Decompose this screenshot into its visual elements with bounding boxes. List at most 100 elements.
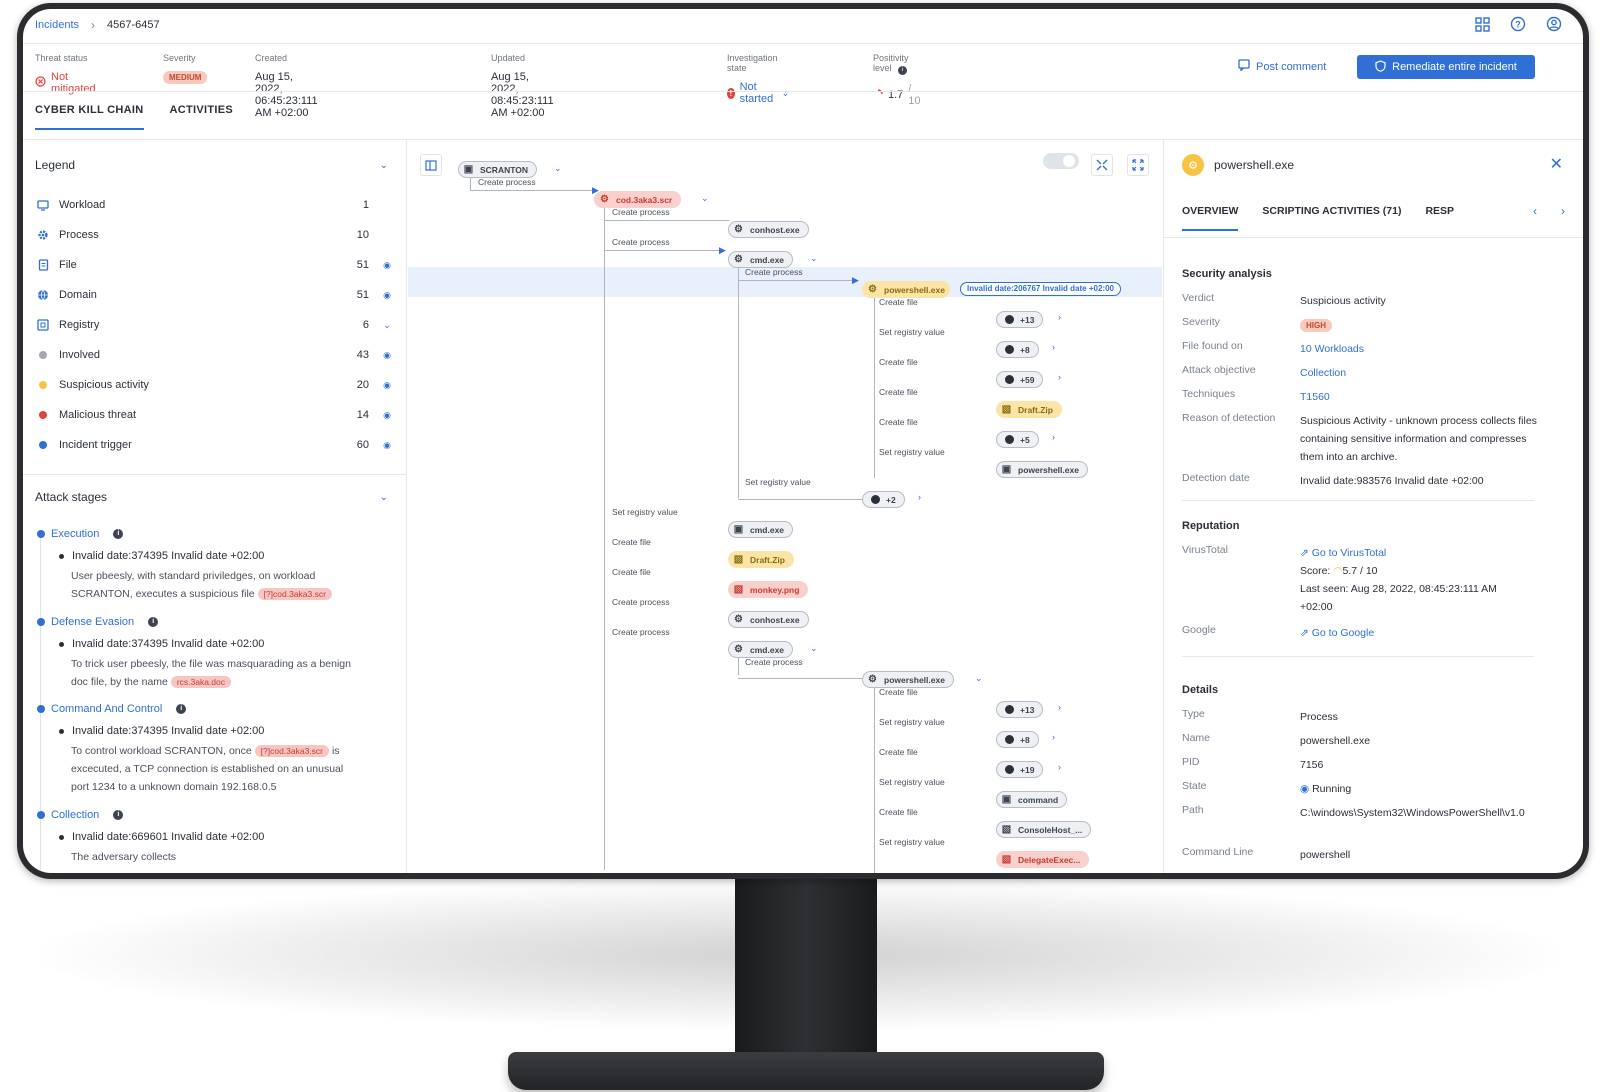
edge-label: Set registry value xyxy=(879,447,945,457)
eye-icon[interactable]: ◉ xyxy=(383,289,391,300)
tabs-divider xyxy=(23,139,1583,140)
stage-defense-evasion[interactable]: Defense Evasion i xyxy=(37,616,159,628)
chevron-right-icon[interactable]: › xyxy=(1561,204,1565,218)
eye-icon[interactable]: ◉ xyxy=(383,409,391,420)
collapse-icon[interactable] xyxy=(1091,154,1113,176)
monitor-icon xyxy=(35,199,51,211)
stage-command-and-control[interactable]: Command And Control i xyxy=(37,703,187,715)
node-group-13[interactable]: +13 xyxy=(996,311,1044,328)
threat-status-label: Threat status xyxy=(35,53,88,63)
view-toggle-switch[interactable] xyxy=(1043,153,1079,169)
chevron-down-icon[interactable]: ⌄ xyxy=(810,643,818,653)
file-pill[interactable]: [?]cod.3aka3.scr xyxy=(257,588,332,600)
node-group-13-2[interactable]: +13 xyxy=(996,701,1044,718)
edge-label: Create process xyxy=(745,657,803,667)
fullscreen-icon[interactable] xyxy=(1127,154,1149,176)
workloads-link[interactable]: 10 Workloads xyxy=(1300,343,1365,355)
file-icon: ▧ xyxy=(733,554,744,565)
chevron-right-icon[interactable]: › xyxy=(1052,342,1055,352)
tab-activities[interactable]: ACTIVITIES xyxy=(169,104,234,116)
panel-title: powershell.exe xyxy=(1214,158,1295,172)
node-command[interactable]: ▣ command xyxy=(996,791,1068,808)
node-powershell-exe-registry[interactable]: ▣ powershell.exe xyxy=(996,461,1088,478)
tab-scripting-activities[interactable]: SCRIPTING ACTIVITIES (71) xyxy=(1262,205,1402,217)
tab-cyber-kill-chain[interactable]: CYBER KILL CHAIN xyxy=(35,104,144,130)
eye-icon[interactable]: ◉ xyxy=(383,379,391,390)
apps-grid-icon[interactable] xyxy=(1473,15,1491,33)
technique-link[interactable]: T1560 xyxy=(1300,391,1330,403)
file-pill[interactable]: rcs.3aka.doc xyxy=(170,676,232,688)
positivity-level: Positivity level i 1.7 / 10 xyxy=(873,53,921,107)
node-group-8-2[interactable]: +8 xyxy=(996,731,1039,748)
attack-stages-title: Attack stages xyxy=(35,490,108,504)
node-cmd-exe-2[interactable]: ⚙ cmd.exe xyxy=(728,641,794,658)
node-group-5[interactable]: +5 xyxy=(996,431,1039,448)
eye-icon[interactable]: ◉ xyxy=(383,259,391,270)
chevron-right-icon[interactable]: › xyxy=(1058,702,1061,712)
chevron-down-icon[interactable]: ⌄ xyxy=(554,163,562,173)
breadcrumb-incidents-link[interactable]: Incidents xyxy=(35,19,80,31)
chevron-right-icon[interactable]: › xyxy=(918,492,921,502)
app-screen: Incidents › 4567-6457 ? Threat status No… xyxy=(23,9,1583,873)
file-pill[interactable]: [?]cod.3aka3.scr xyxy=(254,745,330,757)
chevron-left-icon[interactable]: ‹ xyxy=(1533,204,1537,218)
node-monkey-png[interactable]: ▧ monkey.png xyxy=(728,581,809,598)
remediate-incident-button[interactable]: Remediate entire incident xyxy=(1357,55,1535,79)
node-conhost-exe[interactable]: ⚙ conhost.exe xyxy=(728,221,809,238)
panel-header: ⚙ powershell.exe xyxy=(1182,154,1294,176)
monitor-icon: ▣ xyxy=(463,164,474,175)
node-powershell-exe-selected[interactable]: ⚙ powershell.exe xyxy=(862,281,950,298)
legend-count: 6 xyxy=(362,319,369,331)
tab-response[interactable]: RESP xyxy=(1425,205,1455,217)
edge-line xyxy=(470,190,598,191)
eye-closed-icon[interactable]: ⌄ xyxy=(383,319,391,330)
node-scranton-workload[interactable]: ▣ SCRANTON xyxy=(458,161,538,178)
node-group-2[interactable]: +2 xyxy=(862,491,905,508)
node-group-8[interactable]: +8 xyxy=(996,341,1039,358)
legend-label: Process xyxy=(59,229,99,241)
user-account-icon[interactable] xyxy=(1545,15,1563,33)
node-delegateexec[interactable]: ▧ DelegateExec... xyxy=(996,851,1090,868)
node-powershell-exe-2[interactable]: ⚙ powershell.exe xyxy=(862,671,954,688)
help-icon[interactable]: ? xyxy=(1509,15,1527,33)
chevron-down-icon[interactable]: ⌄ xyxy=(810,253,818,263)
chevron-right-icon[interactable]: › xyxy=(1058,762,1061,772)
node-group-19[interactable]: +19 xyxy=(996,761,1044,778)
breadcrumb: Incidents › 4567-6457 xyxy=(35,9,160,41)
eye-icon[interactable]: ◉ xyxy=(383,439,391,450)
attack-stages-collapse-chevron-icon[interactable]: ⌄ xyxy=(379,492,388,503)
chevron-right-icon[interactable]: › xyxy=(1052,732,1055,742)
info-icon: i xyxy=(113,810,124,820)
node-group-59[interactable]: +59 xyxy=(996,371,1044,388)
sidebar-toggle-icon[interactable] xyxy=(420,154,442,176)
post-comment-button[interactable]: Post comment xyxy=(1238,59,1326,74)
chevron-down-icon[interactable]: ⌄ xyxy=(975,673,983,683)
virustotal-link[interactable]: ⇗ Go to VirusTotal xyxy=(1300,547,1387,559)
node-cmd-exe-registry[interactable]: ▣ cmd.exe xyxy=(728,521,794,538)
chevron-right-icon[interactable]: › xyxy=(1058,312,1061,322)
node-draft-zip-2[interactable]: ▧ Draft.Zip xyxy=(728,551,794,568)
stage-collection[interactable]: Collection i xyxy=(37,809,124,821)
eye-icon[interactable]: ◉ xyxy=(383,349,391,360)
chevron-down-icon[interactable]: ⌄ xyxy=(701,193,709,203)
edge-label: Create process xyxy=(612,237,670,247)
objective-link[interactable]: Collection xyxy=(1300,367,1347,379)
node-cmd-exe[interactable]: ⚙ cmd.exe xyxy=(728,251,794,268)
google-link[interactable]: ⇗ Go to Google xyxy=(1300,627,1375,639)
legend-count: 60 xyxy=(356,439,369,451)
close-icon[interactable]: ✕ xyxy=(1549,156,1563,173)
stage-line: excecuted, a TCP connection is establish… xyxy=(71,763,344,775)
node-consolehost[interactable]: ▧ ConsoleHost_... xyxy=(996,821,1092,838)
node-conhost-exe-2[interactable]: ⚙ conhost.exe xyxy=(728,611,809,628)
positivity-max: / 10 xyxy=(908,83,921,107)
node-draft-zip[interactable]: ▧ Draft.Zip xyxy=(996,401,1062,418)
chevron-right-icon[interactable]: › xyxy=(1052,432,1055,442)
tab-overview[interactable]: OVERVIEW xyxy=(1182,205,1239,231)
node-cod-3aka3-scr[interactable]: ⚙ cod.3aka3.scr xyxy=(594,191,682,208)
chevron-right-icon[interactable]: › xyxy=(1058,372,1061,382)
stage-execution[interactable]: Execution i xyxy=(37,528,124,540)
investigation-state-dropdown[interactable]: ! Not started ⌄ xyxy=(727,81,789,105)
legend-collapse-chevron-icon[interactable]: ⌄ xyxy=(379,160,388,171)
registry-icon xyxy=(35,319,51,331)
info-icon: i xyxy=(898,66,908,75)
